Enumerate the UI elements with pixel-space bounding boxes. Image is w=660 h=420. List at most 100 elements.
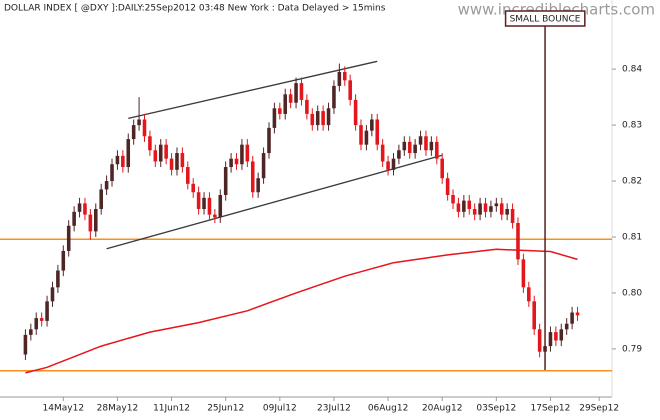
trend-line [128,60,378,120]
candle-body [413,144,417,154]
candle-body [445,178,450,196]
candle-body [72,211,76,226]
candle-body [554,332,558,341]
candle-body [29,329,33,335]
candle-body [537,329,542,352]
candle-body [196,192,201,210]
candle-body [370,119,374,131]
candle-body [23,334,28,355]
candle-body [456,203,461,212]
candle-body [34,318,39,330]
candle-body [234,158,239,165]
candle-body [505,209,509,215]
candle-body [380,144,385,162]
y-tick-label: 0.80 [622,288,642,298]
candle-body [61,250,66,271]
y-tick-label: 0.79 [622,344,642,354]
x-tick-label: 23Jul12 [317,404,351,414]
candle-body [39,318,44,321]
candle-body [532,301,537,330]
y-tick-label: 0.83 [622,121,642,131]
candle-body [299,83,304,100]
candle-body [315,111,320,126]
candle-body [527,287,531,302]
candle-body [397,150,401,159]
candle-body [337,71,342,86]
candle-body [110,164,114,182]
candle-body [45,301,49,321]
x-tick-label: 03Sep12 [476,404,516,414]
candle-body [326,108,331,126]
candle-body [407,141,412,154]
candle-body [310,113,315,126]
chart-title: DOLLAR INDEX [ @DXY ]:DAILY:25Sep2012 03… [4,4,386,14]
candle-body [50,287,55,302]
candle-body [559,329,564,341]
candle-body [402,141,407,151]
candle-body [66,225,71,251]
candle-body [435,141,439,159]
y-tick-label: 0.84 [622,65,642,75]
candle-body [229,158,233,168]
candle-body [180,153,185,168]
candle-body [564,323,569,330]
candle-body [342,71,347,81]
candle-body [283,94,288,114]
candle-body [93,209,98,232]
candle-body [462,200,466,212]
candle-body [115,155,120,165]
x-tick-label: 14May12 [43,404,85,414]
candle-body [570,312,574,324]
candle-body [240,144,244,165]
candle-body [424,136,428,151]
candle-body [348,80,352,100]
candle-body [494,203,499,207]
candle-body [499,203,504,215]
candle-body [83,203,87,215]
candle-body [148,136,152,151]
candle-body [332,85,336,109]
x-tick-label: 20Aug12 [422,404,462,414]
candle-body [104,181,109,190]
candle-body [207,197,212,215]
candle-body [153,150,158,162]
candle-body [418,136,423,145]
candle-body [99,189,103,210]
candle-body [158,144,163,162]
candle-body [489,206,493,212]
candle-body [278,108,282,114]
candle-body [126,139,131,168]
candle-body [483,203,488,212]
candle-body [223,167,228,196]
candle-body [359,125,363,145]
candle-body [218,195,223,218]
candle-body [321,111,325,126]
candle-body [77,203,82,212]
candle-body [191,183,195,193]
annotation-box [504,10,586,27]
candle-body [169,158,174,170]
candle-body [267,127,271,154]
candle-body [364,130,369,145]
candle-body [467,200,472,210]
candle-body [245,144,250,162]
y-tick-label: 0.81 [622,232,642,242]
candle-body [391,158,396,170]
candle-body [250,161,255,193]
candle-body [261,153,266,179]
x-tick-label: 17Sep12 [531,404,571,414]
candle-body [121,155,125,168]
candle-body [353,99,358,126]
candle-body [429,141,434,151]
trend-line [106,154,443,250]
candle-body [575,312,580,316]
candle-body [451,195,455,204]
candle-body [256,178,260,193]
candle-body [472,209,477,215]
x-tick-label: 25Jun12 [207,404,244,414]
candle-body [272,108,277,128]
candle-body [202,197,206,210]
x-tick-label: 09Jul12 [263,404,297,414]
